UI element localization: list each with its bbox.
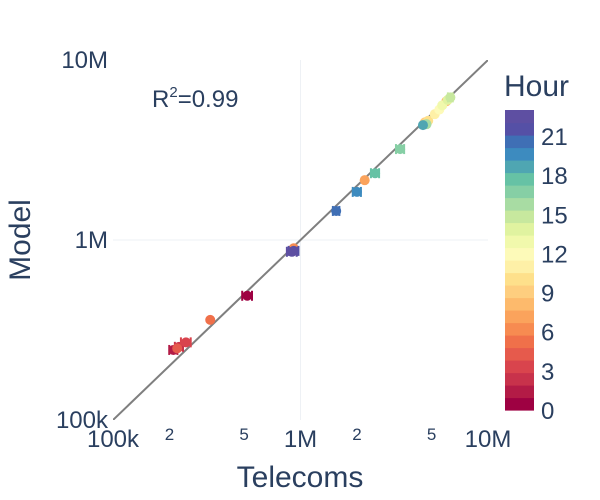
- colorbar-swatch: [505, 247, 534, 261]
- colorbar-swatch: [505, 260, 534, 274]
- colorbar-swatch: [505, 197, 534, 211]
- r-squared-annotation: R2=0.99: [152, 84, 238, 113]
- colorbar-swatch: [505, 322, 534, 336]
- colorbar-swatch: [505, 397, 534, 411]
- colorbar-swatch: [505, 310, 534, 324]
- colorbar-tick-labels: 0 3 6 9 12 15 18 21: [541, 124, 568, 425]
- r-squared-prefix: R: [152, 86, 169, 113]
- colorbar-gradient: [505, 110, 534, 411]
- point-marker: [180, 337, 191, 348]
- y-tick-label: 1M: [75, 227, 108, 254]
- x-axis-title: Telecoms: [237, 461, 364, 494]
- point-marker: [417, 120, 428, 131]
- x-tick-label: 2: [165, 425, 174, 444]
- point-marker: [445, 92, 456, 103]
- x-tick-label: 5: [239, 425, 248, 444]
- colorbar-swatch: [505, 297, 534, 311]
- point-marker: [370, 168, 381, 179]
- colorbar-tick-label: 9: [541, 281, 554, 308]
- data-point: [417, 120, 428, 131]
- y-tick-label: 100k: [56, 407, 109, 434]
- point-marker: [395, 144, 406, 155]
- colorbar-swatch: [505, 335, 534, 349]
- data-point: [179, 337, 192, 348]
- point-marker: [286, 246, 297, 257]
- x-tick-label: 100k: [87, 426, 140, 453]
- colorbar-swatch: [505, 210, 534, 224]
- colorbar-tick-label: 21: [541, 124, 568, 151]
- data-point: [331, 205, 342, 216]
- y-axis-title: Model: [4, 199, 37, 281]
- data-point: [285, 246, 298, 257]
- colorbar-swatch: [505, 110, 534, 124]
- colorbar-swatch: [505, 147, 534, 161]
- x-tick-label: 2: [352, 425, 361, 444]
- colorbar-swatch: [505, 347, 534, 361]
- colorbar-swatch: [505, 285, 534, 299]
- colorbar-tick-label: 12: [541, 241, 568, 268]
- colorbar-swatch: [505, 360, 534, 374]
- data-point: [205, 314, 216, 325]
- point-marker: [205, 314, 216, 325]
- y-tick-labels: 100k 1M 10M: [56, 47, 109, 434]
- y-tick-label: 10M: [61, 47, 108, 74]
- colorbar-tick-label: 6: [541, 320, 554, 347]
- data-point: [241, 290, 253, 301]
- colorbar-title: Hour: [504, 70, 569, 103]
- colorbar-swatch: [505, 385, 534, 399]
- colorbar-swatch: [505, 185, 534, 199]
- colorbar-swatch: [505, 235, 534, 249]
- data-point: [394, 144, 406, 155]
- point-marker: [242, 290, 253, 301]
- colorbar-swatch: [505, 222, 534, 236]
- colorbar-tick-label: 0: [541, 398, 554, 425]
- colorbar-swatch: [505, 172, 534, 186]
- r-squared-superscript: 2: [169, 84, 177, 101]
- data-point: [351, 186, 362, 197]
- colorbar-tick-label: 3: [541, 359, 554, 386]
- data-point: [445, 92, 456, 103]
- points-group: [168, 92, 456, 355]
- point-marker: [172, 343, 183, 354]
- colorbar-swatch: [505, 135, 534, 149]
- colorbar-swatch: [505, 122, 534, 136]
- x-tick-label: 10M: [465, 426, 512, 453]
- colorbar-swatch: [505, 372, 534, 386]
- colorbar-tick-label: 18: [541, 163, 568, 190]
- colorbar: Hour 0 3 6 9 12 15 18 21: [504, 70, 569, 425]
- point-marker: [359, 175, 370, 186]
- colorbar-swatch: [505, 160, 534, 174]
- r-squared-value: =0.99: [178, 86, 239, 113]
- point-marker: [351, 186, 362, 197]
- point-marker: [331, 205, 342, 216]
- colorbar-tick-label: 15: [541, 202, 568, 229]
- x-tick-labels: 100k 2 5 1M 2 5 10M: [87, 425, 511, 453]
- x-tick-label: 5: [427, 425, 436, 444]
- data-point: [359, 175, 370, 186]
- colorbar-swatch: [505, 272, 534, 286]
- data-point: [369, 168, 381, 179]
- x-tick-label: 1M: [284, 426, 317, 453]
- data-point: [172, 343, 183, 354]
